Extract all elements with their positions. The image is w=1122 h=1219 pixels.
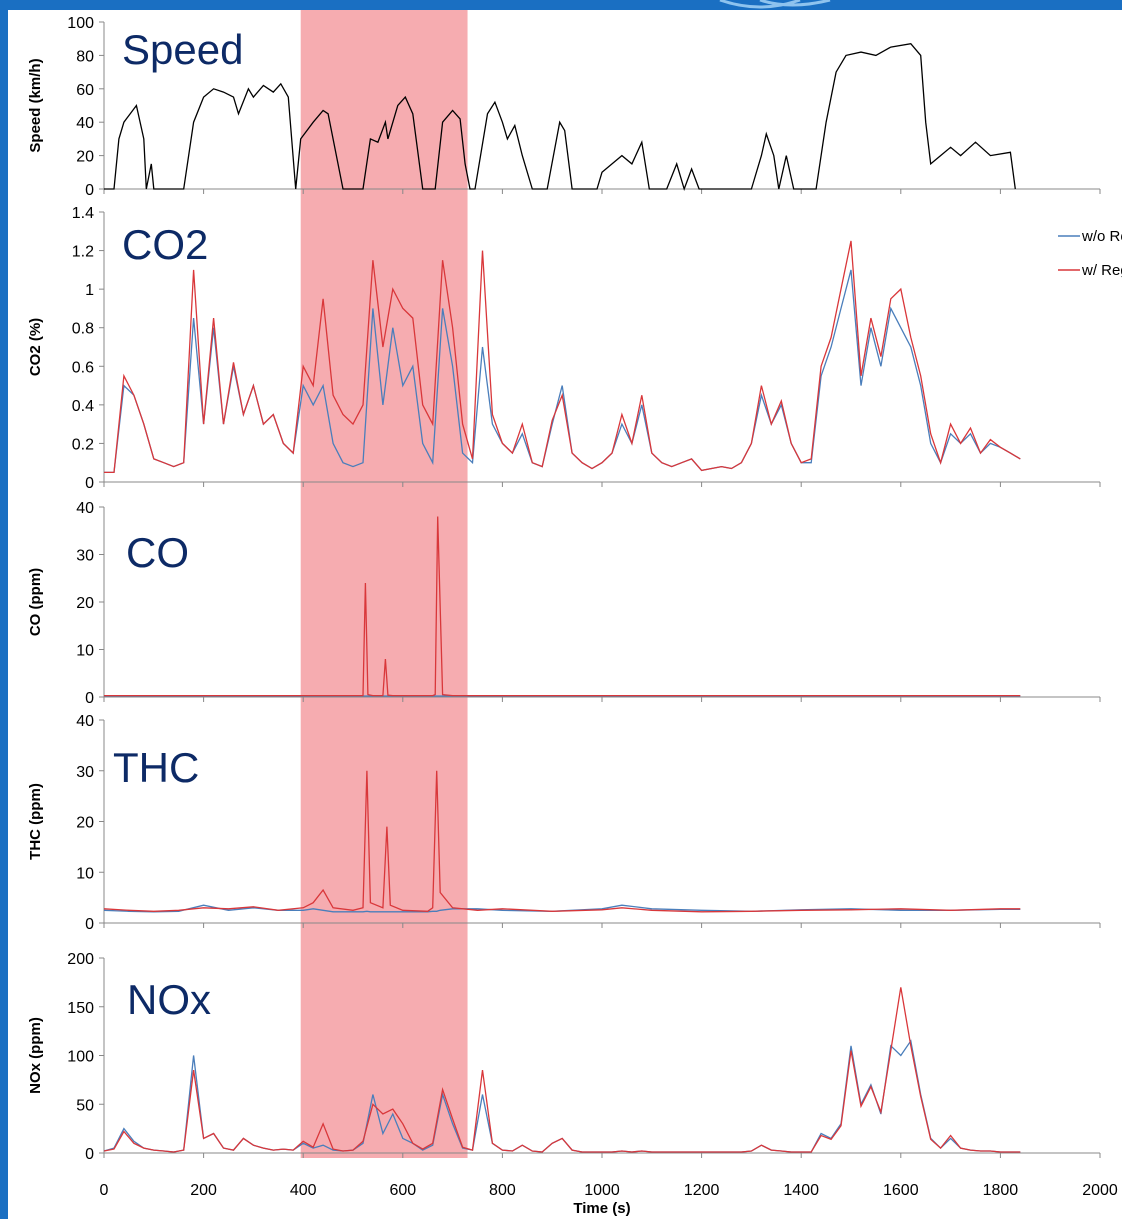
y-tick-label: 0 (85, 690, 94, 707)
y-tick-label: 60 (76, 82, 94, 99)
decor-arc (719, 0, 831, 9)
y-tick-label: 1 (85, 282, 94, 299)
x-tick-label: 600 (389, 1182, 416, 1199)
y-tick-label: 0 (85, 916, 94, 933)
y-tick-label: 1.2 (72, 244, 94, 261)
y-tick-label: 30 (76, 548, 94, 565)
y-tick-label: 1.4 (72, 205, 94, 222)
panel-title: NOx (127, 976, 211, 1023)
panel-title: CO (126, 529, 189, 576)
x-tick-label: 1000 (584, 1182, 620, 1199)
y-tick-label: 80 (76, 48, 94, 65)
y-tick-label: 0 (85, 182, 94, 199)
series-line (104, 516, 1021, 697)
series-line (104, 42, 1016, 192)
x-tick-label: 1600 (883, 1182, 919, 1199)
y-axis-label: THC (ppm) (27, 783, 44, 860)
series-line (103, 987, 1021, 1153)
series-line (103, 770, 1021, 913)
y-tick-label: 20 (76, 815, 94, 832)
panel-title: CO2 (122, 221, 208, 268)
x-axis-label: Time (s) (573, 1200, 630, 1217)
y-tick-label: 150 (67, 1000, 94, 1017)
legend-label: w/o Regeneration (1081, 228, 1122, 245)
y-axis-label: CO (ppm) (27, 568, 44, 636)
y-tick-label: 0.4 (72, 398, 94, 415)
legend-label: w/ Regeneration (1081, 262, 1122, 279)
y-tick-label: 0.2 (72, 436, 94, 453)
highlight-band (300, 10, 468, 1158)
panel-title: THC (113, 744, 199, 791)
y-tick-label: 200 (67, 951, 94, 968)
y-tick-label: 10 (76, 643, 94, 660)
x-tick-label: 1200 (684, 1182, 720, 1199)
highlight-layer (300, 10, 468, 1158)
y-axis-label: CO2 (%) (27, 318, 44, 376)
y-tick-label: 50 (76, 1097, 94, 1114)
x-tick-label: 2000 (1082, 1182, 1118, 1199)
x-tick-label: 0 (100, 1182, 109, 1199)
y-tick-label: 30 (76, 764, 94, 781)
y-axis-label: NOx (ppm) (27, 1017, 44, 1094)
y-tick-label: 100 (67, 1049, 94, 1066)
panel-title: Speed (122, 26, 243, 73)
y-tick-label: 0.6 (72, 359, 94, 376)
x-tick-label: 200 (190, 1182, 217, 1199)
y-axis-label: Speed (km/h) (27, 58, 44, 152)
y-tick-label: 100 (67, 15, 94, 32)
x-tick-label: 400 (290, 1182, 317, 1199)
y-tick-label: 40 (76, 500, 94, 517)
y-tick-label: 40 (76, 713, 94, 730)
x-tick-label: 1800 (983, 1182, 1019, 1199)
top-band (0, 0, 1122, 10)
y-tick-label: 20 (76, 595, 94, 612)
x-tick-label: 1400 (783, 1182, 819, 1199)
y-tick-label: 0 (85, 475, 94, 492)
left-band (0, 0, 8, 1219)
series-line (104, 240, 1021, 474)
y-tick-label: 10 (76, 865, 94, 882)
y-tick-label: 40 (76, 115, 94, 132)
y-tick-label: 20 (76, 149, 94, 166)
y-tick-label: 0 (85, 1146, 94, 1163)
x-tick-label: 800 (489, 1182, 516, 1199)
y-tick-label: 0.8 (72, 321, 94, 338)
